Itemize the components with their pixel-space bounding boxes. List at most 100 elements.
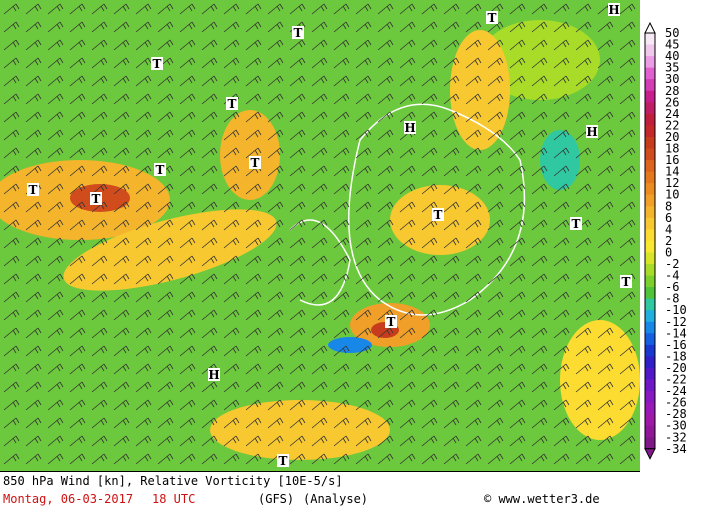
pressure-label: T xyxy=(92,192,101,206)
pressure-label: T xyxy=(153,57,162,71)
footer-title: 850 hPa Wind [kn], Relative Vorticity [1… xyxy=(3,474,343,488)
colorbar-label: -10 xyxy=(665,303,687,317)
colorbar-segment xyxy=(645,414,655,427)
colorbar-segment xyxy=(645,217,655,230)
footer-run: (Analyse) xyxy=(303,492,368,506)
colorbar-segment xyxy=(645,113,655,126)
colorbar-label: 28 xyxy=(665,84,679,98)
colorbar-label: -22 xyxy=(665,373,687,387)
pressure-label: T xyxy=(434,208,443,222)
colorbar-segment xyxy=(645,79,655,92)
colorbar-label: 6 xyxy=(665,211,672,225)
colorbar-label: -2 xyxy=(665,257,679,271)
colorbar-segment xyxy=(645,367,655,380)
colorbar-segment xyxy=(645,171,655,184)
colorbar-segment xyxy=(645,310,655,323)
colorbar-label: 12 xyxy=(665,176,679,190)
pressure-label: T xyxy=(156,163,165,177)
colorbar-label: 8 xyxy=(665,199,672,213)
colorbar-segment xyxy=(645,287,655,300)
colorbar-arrow xyxy=(644,21,656,34)
pressure-label: T xyxy=(294,26,303,40)
colorbar-label: 16 xyxy=(665,153,679,167)
colorbar-segment xyxy=(645,333,655,346)
colorbar-segment xyxy=(645,56,655,69)
colorbar: 50454035302826242220181614121086420-2-4-… xyxy=(644,21,687,460)
colorbar-segment xyxy=(645,344,655,357)
label-box xyxy=(586,125,598,138)
map: T H T T T H H T T T T T T T T H T xyxy=(0,0,640,471)
colorbar-label: -34 xyxy=(665,442,687,456)
colorbar-label: 40 xyxy=(665,49,679,63)
colorbar-segment xyxy=(645,44,655,57)
label-box xyxy=(226,97,238,110)
colorbar-segment xyxy=(645,264,655,277)
label-box xyxy=(249,156,261,169)
colorbar-arrow xyxy=(644,448,656,460)
label-box xyxy=(208,368,220,381)
colorbar-label: 20 xyxy=(665,130,679,144)
colorbar-label: -12 xyxy=(665,315,687,329)
label-box xyxy=(404,121,416,134)
colorbar-segment xyxy=(645,402,655,415)
colorbar-segment xyxy=(645,136,655,149)
colorbar-label: 14 xyxy=(665,165,679,179)
colorbar-label: 26 xyxy=(665,95,679,109)
colorbar-segment xyxy=(645,425,655,438)
colorbar-segment xyxy=(645,33,655,46)
label-box xyxy=(486,11,498,24)
colorbar-label: -20 xyxy=(665,361,687,375)
label-box xyxy=(27,183,39,196)
pressure-label: T xyxy=(228,97,237,111)
pressure-label: T xyxy=(387,315,396,329)
colorbar-segment xyxy=(645,67,655,80)
colorbar-label: 45 xyxy=(665,38,679,52)
colorbar-segment xyxy=(645,160,655,173)
colorbar-label: -8 xyxy=(665,292,679,306)
label-box xyxy=(151,57,163,70)
colorbar-label: -32 xyxy=(665,430,687,444)
colorbar-segment xyxy=(645,183,655,196)
colorbar-label: -14 xyxy=(665,326,687,340)
colorbar-label: 35 xyxy=(665,61,679,75)
colorbar-label: 24 xyxy=(665,107,679,121)
pressure-label: H xyxy=(608,3,619,17)
colorbar-segment xyxy=(645,252,655,265)
footer-date: Montag, 06-03-2017 xyxy=(3,492,133,506)
colorbar-segment xyxy=(645,229,655,242)
colorbar-label: 30 xyxy=(665,72,679,86)
colorbar-segment xyxy=(645,391,655,404)
label-box xyxy=(620,275,632,288)
colorbar-label: -4 xyxy=(665,269,679,283)
colorbar-label: -26 xyxy=(665,396,687,410)
colorbar-segment xyxy=(645,321,655,334)
colorbar-segment xyxy=(645,240,655,253)
colorbar-segment xyxy=(645,102,655,115)
colorbar-label: -30 xyxy=(665,419,687,433)
colorbar-segment xyxy=(645,275,655,288)
colorbar-segment xyxy=(645,125,655,138)
label-box xyxy=(432,208,444,221)
pressure-label: H xyxy=(586,125,597,139)
pressure-label: T xyxy=(572,217,581,231)
colorbar-label: -18 xyxy=(665,349,687,363)
colorbar-segment xyxy=(645,206,655,219)
colorbar-label: 22 xyxy=(665,118,679,132)
footer-model: (GFS) xyxy=(258,492,294,506)
footer-credit: © www.wetter3.de xyxy=(484,492,600,506)
colorbar-segment xyxy=(645,379,655,392)
colorbar-segment xyxy=(645,148,655,161)
colorbar-label: -28 xyxy=(665,407,687,421)
colorbar-segment xyxy=(645,298,655,311)
colorbar-label: 50 xyxy=(665,26,679,40)
label-box xyxy=(570,217,582,230)
colorbar-label: 4 xyxy=(665,222,672,236)
colorbar-label: 10 xyxy=(665,188,679,202)
colorbar-label: 2 xyxy=(665,234,672,248)
label-box xyxy=(277,454,289,467)
colorbar-label: 0 xyxy=(665,245,672,259)
colorbar-segment xyxy=(645,194,655,207)
colorbar-label: -6 xyxy=(665,280,679,294)
label-box xyxy=(385,315,397,328)
